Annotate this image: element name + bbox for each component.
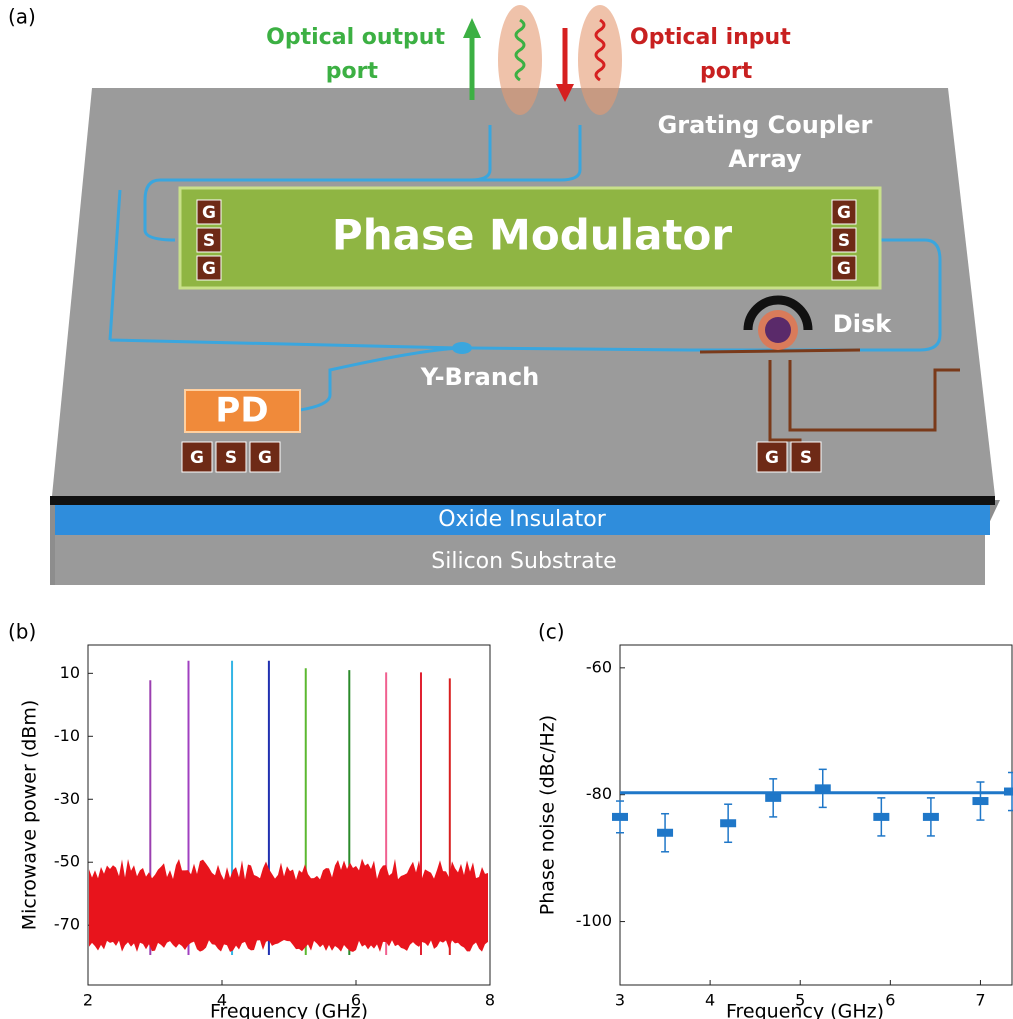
y-tick-label: -70: [54, 915, 80, 934]
panel-label: (b): [8, 620, 36, 644]
pad-label: S: [225, 448, 237, 468]
y-axis-label: Microwave power (dBm): [19, 700, 41, 931]
marker: [720, 819, 736, 827]
x-tick-label: 6: [885, 991, 895, 1010]
output-port-label: Optical output port: [266, 25, 445, 84]
marker: [612, 813, 628, 821]
x-axis-label: Frequency (GHz): [726, 1001, 884, 1019]
x-tick-label: 2: [83, 991, 93, 1010]
plot-area: [620, 645, 1012, 985]
input-port-label: Optical input port: [630, 25, 791, 84]
y-axis-label: Phase noise (dBc/Hz): [537, 715, 559, 915]
label-line: Array: [728, 145, 802, 173]
pad-label: G: [258, 448, 272, 468]
figure: (a) Phase Modulator Disk Y-Branch PD Opt…: [0, 0, 1013, 1019]
y-tick-label: 10: [60, 663, 80, 682]
pad-label: G: [190, 448, 204, 468]
y-tick-label: -10: [54, 726, 80, 745]
x-axis-label: Frequency (GHz): [210, 1001, 368, 1019]
pad-label: G: [202, 259, 216, 279]
pad-label: S: [203, 231, 215, 251]
noise-floor: [89, 859, 488, 952]
label-line: Optical input: [630, 25, 791, 50]
pad-label: S: [800, 448, 812, 468]
oxide-label: Oxide Insulator: [438, 507, 606, 532]
y-tick-label: -30: [54, 789, 80, 808]
label-line: Optical output: [266, 25, 445, 50]
label-line: port: [700, 59, 753, 84]
pad-label: S: [838, 231, 850, 251]
label-line: port: [326, 59, 379, 84]
y-tick-label: -60: [586, 657, 612, 676]
pad-label: G: [837, 259, 851, 279]
marker: [923, 813, 939, 821]
label-line: Grating Coupler: [658, 111, 873, 139]
panel-label: (c): [538, 620, 565, 644]
pad-label: G: [765, 448, 779, 468]
panel-label: (a): [8, 5, 36, 29]
pad-label: G: [202, 203, 216, 223]
y-branch-label: Y-Branch: [420, 363, 540, 391]
substrate-label: Silicon Substrate: [431, 549, 616, 574]
marker: [657, 829, 673, 837]
marker: [765, 794, 781, 802]
y-tick-label: -50: [54, 852, 80, 871]
x-tick-label: 8: [485, 991, 495, 1010]
pad-label: G: [837, 203, 851, 223]
disk-label: Disk: [833, 310, 892, 338]
x-tick-label: 3: [615, 991, 625, 1010]
marker: [873, 813, 889, 821]
y-tick-label: -80: [586, 784, 612, 803]
x-tick-label: 7: [975, 991, 985, 1010]
charts: (b) 2 4 6 8 10 -10 -30 -50 -70 Frequency (GHz) Micr…: [8, 620, 1013, 1019]
marker: [972, 797, 988, 805]
marker: [815, 784, 831, 792]
y-tick-label: -100: [576, 911, 612, 930]
chip-diagram: Phase Modulator Disk Y-Branch PD Optical…: [50, 5, 1000, 585]
pd-label: PD: [215, 391, 268, 431]
modulator-label: Phase Modulator: [332, 211, 732, 260]
x-tick-label: 4: [705, 991, 715, 1010]
